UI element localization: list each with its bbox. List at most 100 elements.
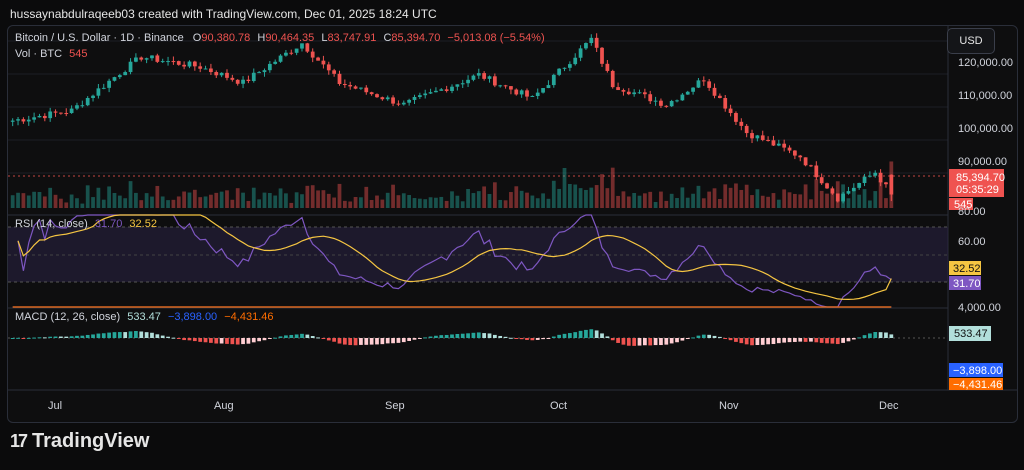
candle-body bbox=[766, 139, 770, 141]
candle-body bbox=[594, 37, 599, 48]
volume-bar bbox=[541, 193, 545, 208]
volume-bar bbox=[21, 193, 26, 208]
macd-hist-bar bbox=[707, 334, 712, 338]
macd-hist-bar bbox=[369, 338, 374, 345]
macd-hist-bar bbox=[771, 338, 776, 345]
volume-tag-value: 545 bbox=[954, 199, 972, 211]
volume-bar bbox=[85, 185, 90, 208]
last-price-tag bbox=[949, 169, 1004, 197]
candle-body bbox=[503, 85, 508, 87]
macd-hist-bar bbox=[616, 338, 620, 343]
candle-body bbox=[471, 75, 476, 80]
macd-hist-bar bbox=[225, 338, 229, 344]
macd-hist-bar bbox=[150, 332, 154, 338]
volume-bar bbox=[691, 193, 695, 208]
macd-hist-bar bbox=[107, 332, 111, 338]
candle-body bbox=[192, 61, 197, 67]
macd-hist-bar bbox=[21, 338, 26, 339]
volume-bar bbox=[846, 198, 851, 208]
volume-bar bbox=[771, 193, 776, 208]
macd-hist-bar bbox=[96, 333, 101, 338]
volume-bar bbox=[535, 198, 540, 208]
candle-body bbox=[659, 100, 663, 106]
candle-body bbox=[182, 64, 186, 67]
candle-body bbox=[487, 76, 492, 79]
candle-body bbox=[144, 58, 149, 60]
volume-bar bbox=[509, 192, 513, 208]
macd-hist-bar bbox=[562, 333, 567, 338]
volume-bar bbox=[578, 188, 583, 208]
candle-body bbox=[760, 135, 765, 140]
candle-body bbox=[417, 95, 422, 98]
candle-body bbox=[342, 84, 347, 86]
candle-body bbox=[166, 61, 170, 63]
macd-hist-bar bbox=[112, 332, 117, 338]
volume-bar bbox=[107, 186, 111, 208]
volume-bar bbox=[75, 198, 79, 208]
macd-hist-bar bbox=[744, 338, 749, 345]
candlesticks[interactable] bbox=[10, 33, 894, 204]
volume-bar bbox=[246, 200, 251, 208]
macd-hist-bar bbox=[53, 336, 58, 338]
macd-hist-bar bbox=[498, 335, 503, 338]
macd-hist-bar bbox=[648, 338, 653, 346]
macd-hist-bar bbox=[364, 338, 369, 345]
volume-bar bbox=[439, 196, 444, 208]
volume-bar bbox=[257, 199, 262, 208]
macd-hist-bar bbox=[509, 337, 513, 339]
volume-bar bbox=[616, 195, 620, 208]
volume-bar bbox=[262, 192, 267, 208]
volume-bar bbox=[503, 200, 508, 208]
legend-o-label: O bbox=[193, 32, 202, 44]
volume-bar bbox=[310, 185, 315, 208]
macd-hist-bar bbox=[316, 337, 320, 339]
time-label: Nov bbox=[719, 400, 739, 412]
candle-body bbox=[519, 90, 524, 95]
candle-body bbox=[444, 89, 449, 91]
volume-bar bbox=[798, 194, 803, 208]
volume-bar bbox=[862, 189, 867, 208]
candle-body bbox=[219, 72, 224, 76]
candle-body bbox=[450, 86, 454, 91]
macd-hist-bar bbox=[407, 338, 412, 341]
macd-hist-bar bbox=[857, 337, 862, 339]
candle-body bbox=[685, 91, 690, 95]
volume-bar bbox=[401, 193, 406, 208]
volume-bar bbox=[766, 196, 770, 208]
candle-body bbox=[273, 61, 278, 64]
macd-hist-bar bbox=[776, 338, 781, 344]
macd-hist-bar bbox=[176, 338, 181, 339]
macd-hist-bar bbox=[862, 335, 867, 338]
candle-body bbox=[632, 92, 637, 95]
volume-bar bbox=[455, 195, 460, 208]
macd-hist-bar bbox=[530, 338, 535, 341]
tradingview-logo[interactable]: 17 TradingView bbox=[10, 430, 149, 453]
candle-body bbox=[160, 61, 165, 63]
candle-body bbox=[734, 113, 738, 122]
volume-bar bbox=[64, 202, 69, 208]
chart-canvas[interactable]: Bitcoin / U.S. Dollar · 1D · Binance O90… bbox=[8, 26, 1017, 422]
candle-body bbox=[567, 64, 572, 68]
candle-body bbox=[755, 135, 760, 139]
candle-body bbox=[337, 73, 342, 85]
macd-hist-bar bbox=[182, 338, 186, 341]
volume-bar bbox=[744, 184, 749, 208]
candle-body bbox=[466, 79, 470, 84]
candle-body bbox=[101, 87, 106, 89]
candle-body bbox=[664, 105, 669, 107]
volume-bar bbox=[434, 197, 438, 208]
currency-button[interactable]: USD bbox=[947, 28, 995, 54]
rsi-tag bbox=[949, 276, 981, 290]
candle-body bbox=[460, 83, 465, 85]
rsi-lines bbox=[17, 214, 892, 308]
chart-container[interactable]: Bitcoin / U.S. Dollar · 1D · Binance O90… bbox=[7, 25, 1018, 423]
volume-bar bbox=[235, 188, 240, 208]
candle-body bbox=[653, 100, 658, 102]
candle-body bbox=[696, 80, 701, 88]
macd-hist-bar bbox=[728, 338, 733, 341]
candle-body bbox=[359, 87, 363, 89]
candle-body bbox=[787, 147, 792, 151]
macd-hist-bar bbox=[557, 334, 562, 338]
macd-hist-bar bbox=[723, 338, 728, 339]
volume-bar bbox=[868, 200, 872, 208]
